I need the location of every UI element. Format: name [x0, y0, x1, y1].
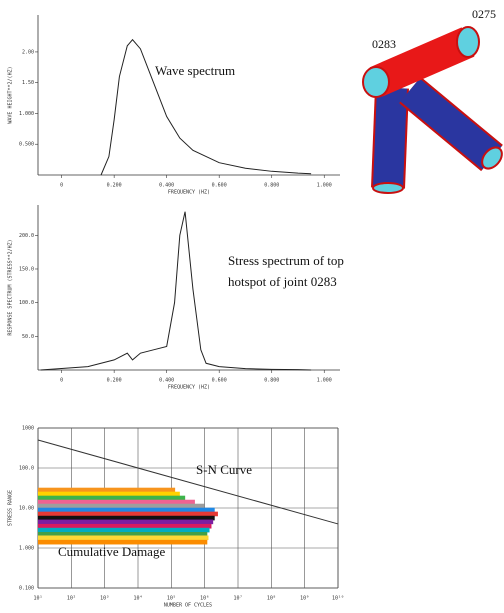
figure: 0283 0275 0 0.200 0.400 0.600 0.800 1.000 0.50…	[0, 0, 504, 613]
damage-bar	[38, 535, 208, 540]
tube-end	[457, 27, 479, 57]
y-tick-label: 10.00	[19, 506, 34, 512]
x-tick-label: 10⁸	[267, 596, 276, 602]
x-tick-label: 10⁵	[167, 596, 176, 602]
annotation: Cumulative Damage	[58, 544, 165, 559]
y-tick-label: 2.00	[22, 49, 34, 55]
data-line	[41, 212, 311, 370]
y-tick-label: 1.000	[19, 111, 34, 117]
page: 0283 0275 0 0.200 0.400 0.600 0.800 1.000 0.50…	[0, 0, 504, 613]
annotation: hotspot of joint 0283	[228, 274, 337, 289]
brace	[388, 88, 392, 188]
chart-title: Wave spectrum	[155, 63, 235, 78]
x-tick-label: 0	[60, 183, 63, 189]
damage-bar	[38, 520, 213, 525]
data-line	[101, 40, 311, 175]
x-tick-label: 10¹	[33, 596, 42, 602]
chart: 10¹ 10² 10³ 10⁴ 10⁵ 10⁶ 10⁷ 10⁸ 10⁹ 10¹⁰ 0.100 1.00…	[8, 426, 345, 609]
damage-bar	[38, 492, 180, 497]
y-tick-label: 200.0	[19, 233, 34, 239]
y-axis-label: WAVE HEIGHT**2/(HZ)	[8, 66, 14, 123]
y-tick-label: 100.0	[19, 300, 34, 306]
x-tick-label: 10⁶	[200, 596, 209, 602]
x-tick-label: 10³	[100, 596, 109, 602]
y-tick-label: 1.50	[22, 80, 34, 86]
tube-end	[363, 67, 389, 97]
x-axis-label: NUMBER OF CYCLES	[164, 603, 212, 609]
joint-diagram: 0283 0275	[363, 7, 504, 193]
x-tick-label: 0	[60, 378, 63, 384]
y-tick-label: 50.0	[22, 334, 34, 340]
y-tick-label: 1000	[22, 426, 34, 432]
x-tick-label: 0.800	[264, 378, 279, 384]
x-tick-label: 0.400	[159, 183, 174, 189]
x-tick-label: 0.200	[107, 183, 122, 189]
y-axis-label: RESPONSE SPECTRUM (STRESS**2/HZ)	[8, 239, 14, 335]
y-tick-label: 100.0	[19, 466, 34, 472]
x-tick-label: 0.800	[264, 183, 279, 189]
y-axis-label: STRESS RANGE	[8, 490, 14, 526]
damage-bar	[38, 504, 205, 509]
x-tick-label: 0.200	[107, 378, 122, 384]
x-tick-label: 0.400	[159, 378, 174, 384]
damage-bar	[38, 496, 185, 501]
damage-bar	[38, 512, 218, 517]
x-tick-label: 10⁴	[133, 596, 142, 602]
damage-bar	[38, 528, 210, 533]
x-tick-label: 0.600	[212, 183, 227, 189]
x-axis-label: FREQUENCY (HZ)	[168, 190, 210, 196]
damage-bar	[38, 488, 175, 493]
y-tick-label: 0.100	[19, 586, 34, 592]
y-tick-label: 0.500	[19, 142, 34, 148]
annotation: Stress spectrum of top	[228, 253, 344, 268]
x-axis-label: FREQUENCY (HZ)	[168, 385, 210, 391]
annotation: S-N Curve	[196, 462, 252, 477]
x-tick-label: 1.000	[317, 378, 332, 384]
x-tick-label: 10⁹	[300, 596, 309, 602]
chart: 0 0.200 0.400 0.600 0.800 1.000 0.500 1.000 1.50…	[8, 15, 341, 196]
chart: 0 0.200 0.400 0.600 0.800 1.000 50.0 100.0 150.0…	[8, 205, 344, 391]
x-tick-label: 10⁷	[233, 596, 242, 602]
brace	[410, 90, 492, 158]
x-tick-label: 1.000	[317, 183, 332, 189]
y-tick-label: 150.0	[19, 266, 34, 272]
damage-bar	[38, 500, 195, 505]
x-tick-label: 0.600	[212, 378, 227, 384]
tube-end	[373, 183, 403, 193]
joint-label: 0275	[472, 7, 496, 21]
y-tick-label: 1.000	[19, 546, 34, 552]
joint-label: 0283	[372, 37, 396, 51]
damage-bar	[38, 508, 215, 513]
x-tick-label: 10¹⁰	[332, 596, 344, 602]
x-tick-label: 10²	[67, 596, 76, 602]
